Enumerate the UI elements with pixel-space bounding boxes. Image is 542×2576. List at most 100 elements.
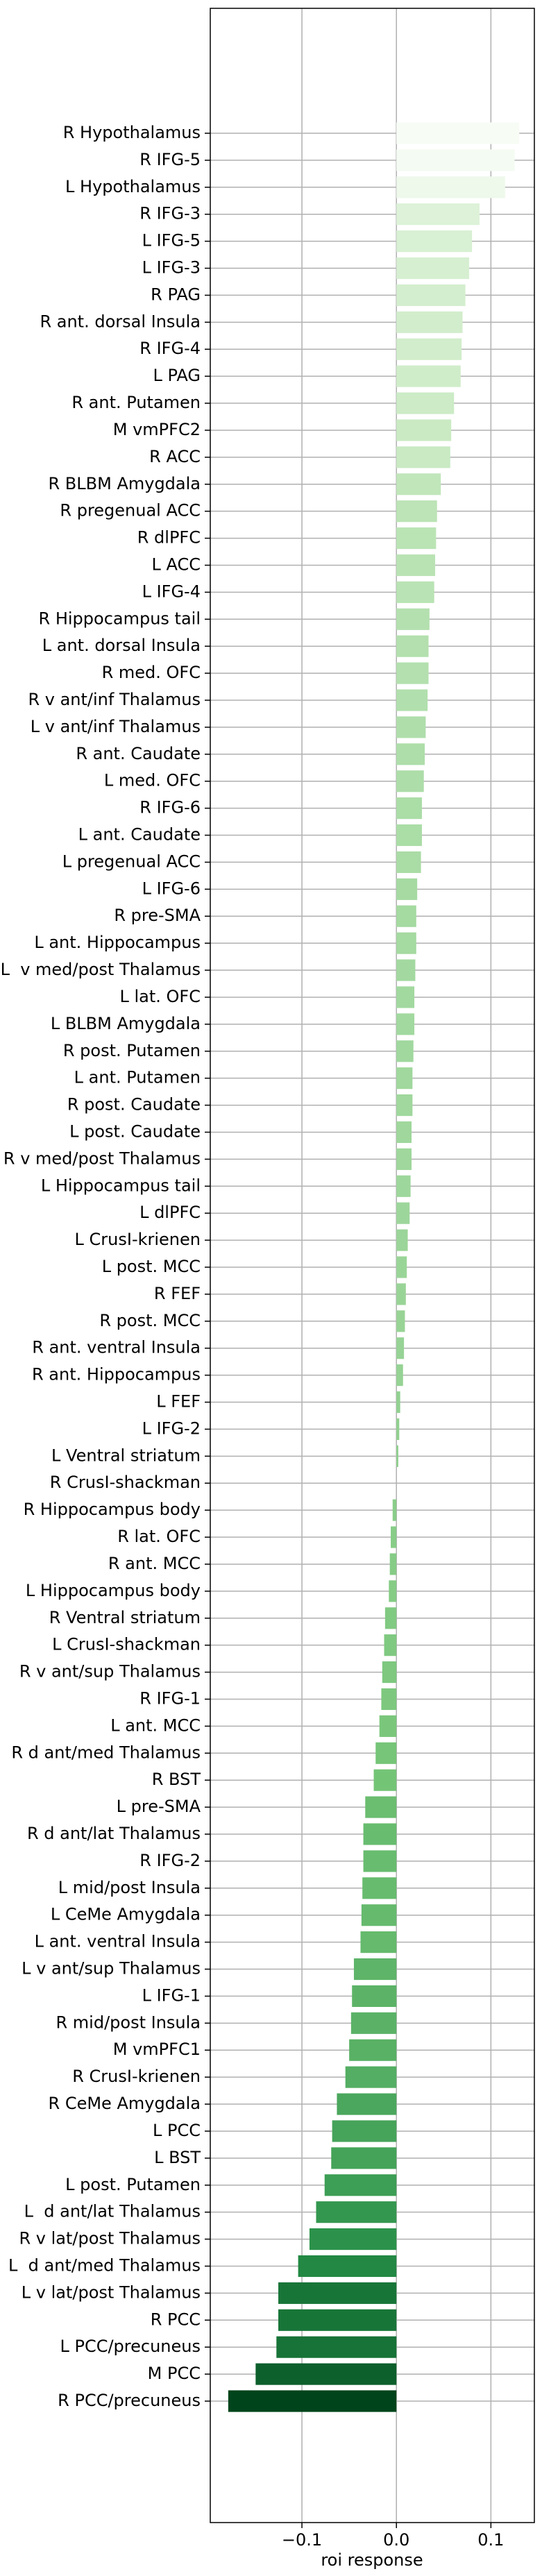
bar	[363, 1850, 397, 1872]
y-tick-label: R dlPFC	[137, 528, 201, 548]
y-tick-label: L IFG-4	[142, 582, 201, 601]
y-tick-label: L Hippocampus body	[26, 1581, 201, 1600]
y-tick-label: L dlPFC	[139, 1203, 201, 1222]
bar	[396, 311, 463, 333]
bar	[396, 770, 424, 793]
y-tick-label: L PCC/precuneus	[60, 2337, 201, 2356]
y-tick-label: L IFG-3	[142, 258, 201, 278]
bar	[396, 851, 421, 873]
y-tick-label: R med. OFC	[102, 663, 201, 682]
y-tick-label: L FEF	[156, 1392, 201, 1412]
bar	[379, 1715, 397, 1737]
y-tick-label: L BLBM Amygdala	[51, 1014, 201, 1033]
y-tick-label: R PAG	[151, 285, 201, 304]
y-tick-label: R BLBM Amygdala	[49, 474, 201, 493]
bar	[389, 1580, 397, 1602]
bar	[365, 1796, 397, 1818]
bar	[228, 2390, 397, 2412]
y-tick-label: R IFG-4	[139, 339, 201, 358]
y-tick-label: R IFG-5	[139, 150, 201, 169]
y-tick-label: L post. Putamen	[65, 2175, 201, 2194]
y-tick-label: R ant. dorsal Insula	[40, 312, 201, 331]
y-tick-label: L pre-SMA	[117, 1797, 201, 1816]
y-tick-label: R d ant/lat Thalamus	[27, 1824, 201, 1843]
bar	[361, 1904, 397, 1926]
bar	[396, 527, 437, 550]
bar	[396, 905, 416, 927]
bar	[391, 1526, 397, 1548]
bar	[396, 176, 505, 198]
y-tick-label: L IFG-6	[142, 879, 201, 898]
y-tick-label: R v ant/inf Thalamus	[28, 690, 201, 709]
y-tick-label: R Hypothalamus	[63, 123, 201, 142]
y-tick-label: R v lat/post Thalamus	[19, 2229, 201, 2248]
bar	[384, 1634, 397, 1656]
y-tick-label: R CrusI-krienen	[72, 2067, 201, 2086]
x-tick-label: −0.1	[282, 2530, 322, 2550]
y-tick-label: R CeMe Amygdala	[49, 2094, 201, 2113]
y-tick-label: L ant. Hippocampus	[34, 933, 201, 952]
bar	[382, 1661, 397, 1684]
bar	[350, 2012, 397, 2034]
y-tick-label: L v ant/sup Thalamus	[22, 1959, 201, 1978]
bar	[396, 1202, 410, 1224]
y-tick-label: R PCC	[151, 2310, 201, 2329]
y-tick-label: L v lat/post Thalamus	[22, 2282, 201, 2302]
bar	[396, 1148, 412, 1170]
bar	[396, 365, 461, 387]
bar	[396, 932, 416, 954]
y-tick-label: L post. MCC	[102, 1257, 201, 1276]
y-tick-label: R ant. MCC	[108, 1554, 201, 1573]
bar	[384, 1607, 397, 1629]
bar	[396, 1418, 400, 1440]
y-tick-label: R BST	[152, 1770, 201, 1789]
bar	[360, 1931, 397, 1954]
y-tick-label: L PCC	[153, 2121, 201, 2140]
y-tick-label: L ant. MCC	[110, 1715, 201, 1735]
y-tick-label: L Ventral striatum	[51, 1446, 201, 1465]
bar	[396, 824, 422, 847]
bar	[396, 473, 441, 495]
bar	[276, 2336, 397, 2358]
bar	[396, 500, 437, 523]
bar	[396, 257, 470, 280]
bar	[396, 689, 428, 711]
x-axis-label: roi response	[321, 2550, 423, 2570]
y-tick-label: L PAG	[153, 366, 201, 385]
y-tick-label: L d ant/lat Thalamus	[24, 2202, 201, 2221]
bar	[332, 2120, 397, 2142]
y-tick-label: R IFG-1	[139, 1688, 201, 1708]
bar	[396, 1391, 400, 1414]
bar	[396, 1175, 411, 1197]
y-tick-label: L ant. Putamen	[74, 1068, 201, 1087]
y-tick-label: L BST	[154, 2148, 201, 2167]
bar	[396, 1067, 413, 1090]
y-tick-label: R Hippocampus tail	[39, 609, 201, 628]
bar	[396, 230, 473, 253]
y-tick-label: L lat. OFC	[120, 987, 201, 1006]
y-tick-label: L CeMe Amygdala	[51, 1905, 201, 1924]
y-tick-label: R d ant/med Thalamus	[11, 1743, 201, 1762]
y-tick-label: R post. Putamen	[63, 1041, 201, 1060]
bar	[353, 1958, 397, 1981]
y-tick-label: R ant. Putamen	[71, 393, 201, 412]
bar	[362, 1877, 397, 1899]
y-tick-label: M vmPFC2	[113, 420, 201, 439]
x-tick-label: 0.0	[383, 2530, 409, 2550]
y-tick-label: R lat. OFC	[117, 1527, 201, 1546]
bar	[309, 2228, 397, 2251]
bar	[396, 986, 415, 1008]
y-tick-label: L v ant/inf Thalamus	[31, 717, 201, 736]
bar	[278, 2282, 397, 2304]
y-tick-label: R v med/post Thalamus	[3, 1149, 201, 1168]
y-tick-label: L post. Caudate	[69, 1121, 201, 1141]
bar	[345, 2066, 397, 2088]
y-tick-label: R ACC	[149, 447, 201, 466]
bar	[298, 2255, 397, 2278]
y-tick-label: R post. MCC	[99, 1311, 201, 1330]
bar	[375, 1742, 397, 1764]
bar	[396, 959, 416, 981]
y-tick-label: L Hippocampus tail	[41, 1176, 201, 1195]
bar	[392, 1499, 397, 1521]
